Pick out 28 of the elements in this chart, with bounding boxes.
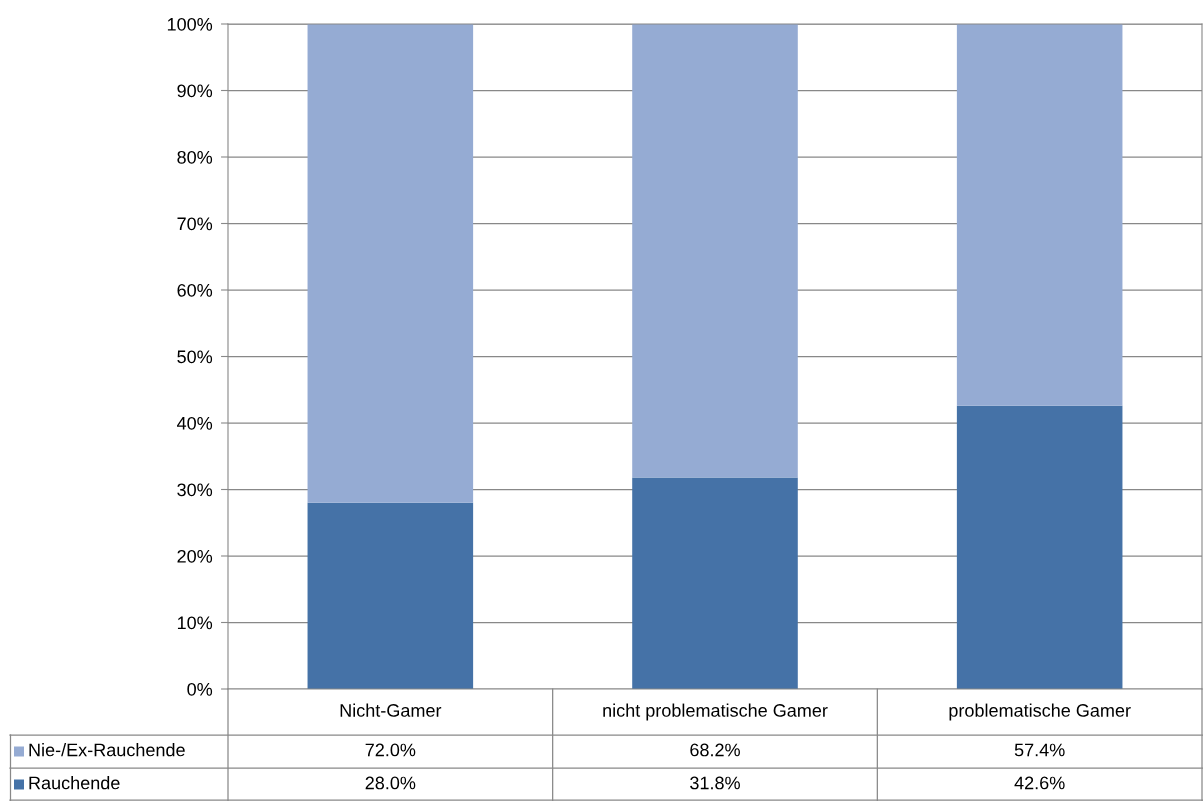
data-label: 72.0% (365, 743, 416, 757)
bar (307, 502, 474, 689)
y-tick-label: 60% (177, 283, 213, 297)
x-tick-label: nicht problematische Gamer (603, 703, 828, 721)
bar (632, 24, 798, 478)
y-tick-label: 100% (167, 17, 213, 31)
bar (632, 477, 798, 689)
y-tick-label: 50% (177, 350, 213, 364)
y-tick-label: 20% (177, 549, 213, 563)
data-label: 31.8% (690, 776, 740, 790)
x-tick-label: problematische Gamer (949, 703, 1131, 721)
x-tick-label: Nicht-Gamer (340, 703, 442, 717)
data-label: 28.0% (365, 776, 416, 790)
data-label: 57.4% (1014, 743, 1065, 757)
y-tick-label: 10% (177, 616, 213, 630)
y-tick-label: 90% (177, 84, 213, 98)
bar (956, 405, 1123, 689)
legend-label: Rauchende (29, 776, 120, 790)
data-label: 42.6% (1014, 776, 1065, 790)
y-tick-label: 0% (187, 682, 213, 696)
data-label: 68.2% (690, 743, 740, 757)
y-tick-label: 40% (177, 416, 213, 430)
bar (956, 24, 1123, 406)
bar (307, 24, 474, 503)
y-tick-label: 70% (177, 217, 213, 231)
y-tick-label: 80% (177, 150, 213, 164)
y-tick-label: 30% (177, 483, 213, 497)
legend-label: Nie-/Ex-Rauchende (29, 743, 185, 757)
